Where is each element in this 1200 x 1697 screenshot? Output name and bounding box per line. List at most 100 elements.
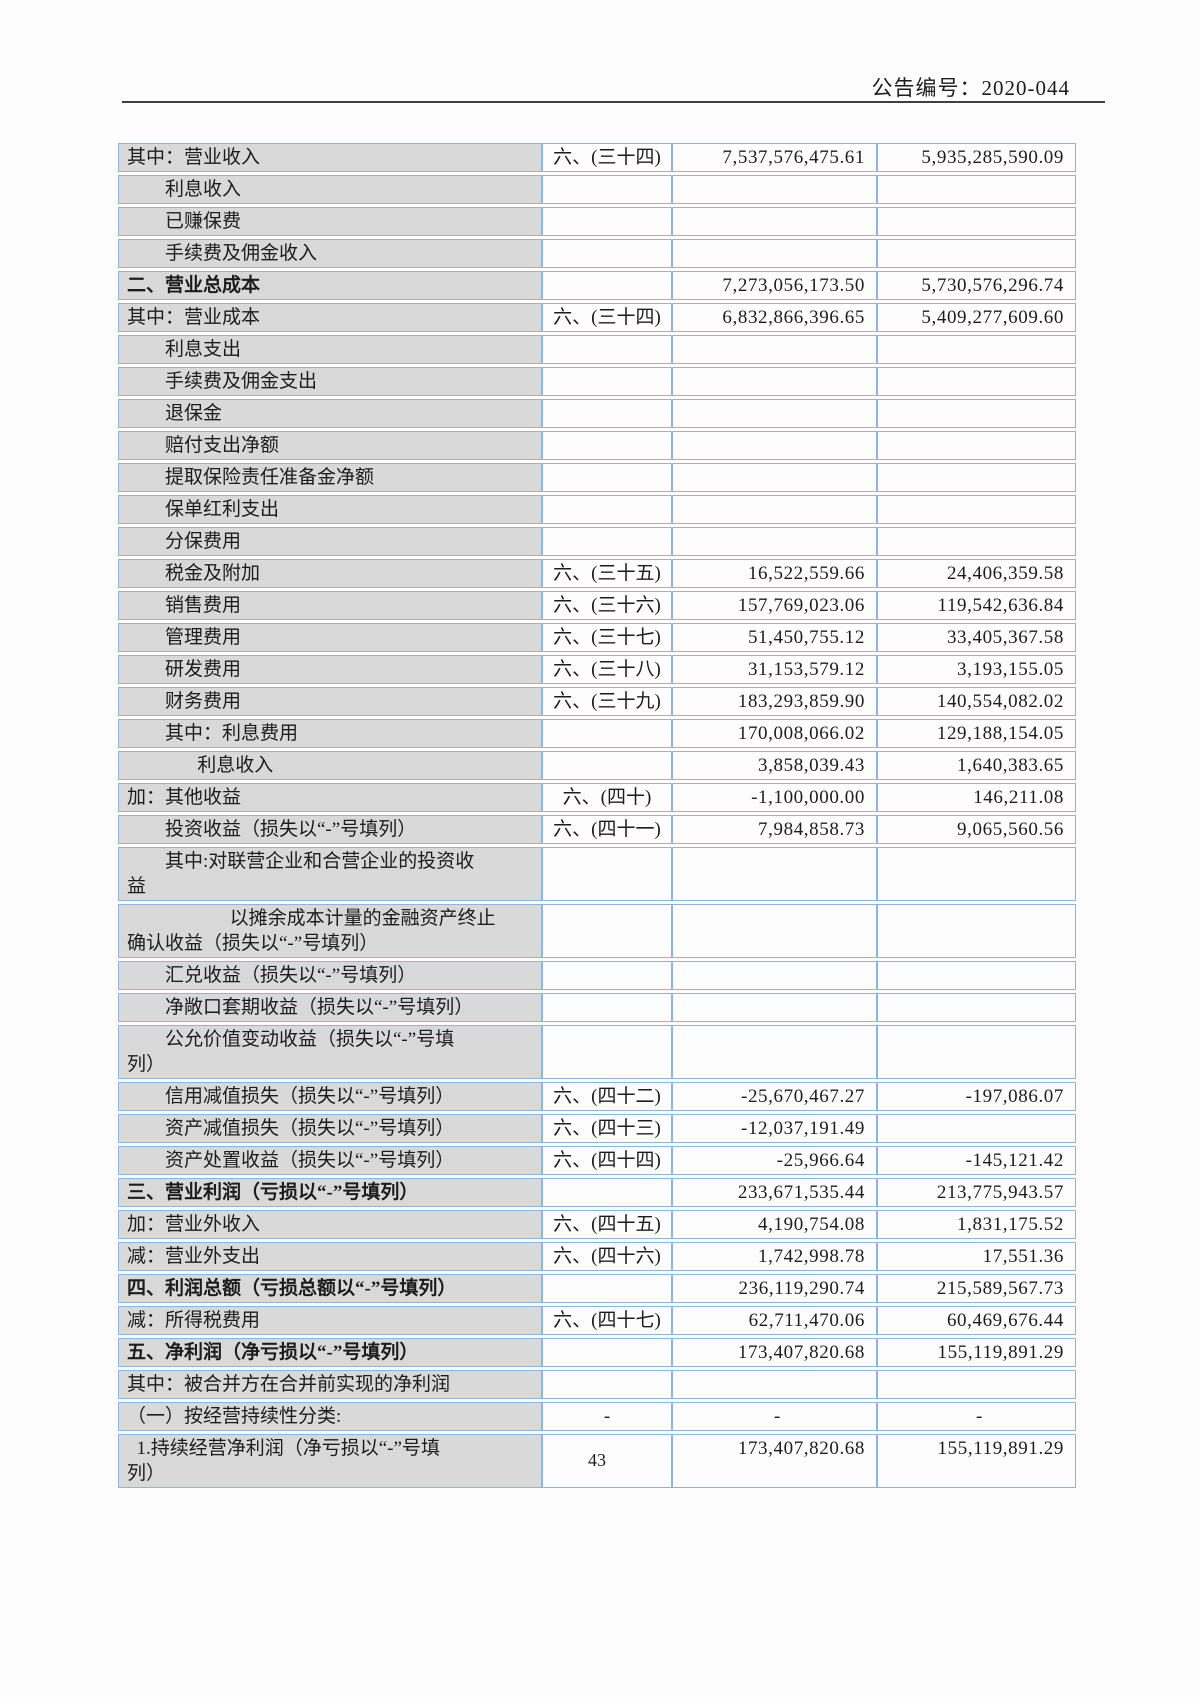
prior-amount-cell [877, 367, 1076, 396]
announcement-number: 公告编号：2020-044 [871, 76, 1070, 100]
note-cell: 六、(四十) [542, 783, 672, 812]
prior-amount-cell: 17,551.36 [877, 1242, 1076, 1271]
table-row: 资产减值损失（损失以“-”号填列） 六、(四十三) -12,037,191.49 [118, 1114, 1076, 1143]
item-cell: 其中：营业成本 [118, 303, 542, 332]
table-row: 提取保险责任准备金净额 [118, 463, 1076, 492]
prior-amount-cell [877, 1370, 1076, 1399]
prior-amount-cell [877, 993, 1076, 1022]
current-amount-cell [672, 335, 877, 364]
note-cell [542, 399, 672, 428]
prior-amount-cell: 5,730,576,296.74 [877, 271, 1076, 300]
prior-amount-cell [877, 1025, 1076, 1079]
current-amount-cell: 236,119,290.74 [672, 1274, 877, 1303]
note-cell [542, 904, 672, 958]
current-amount-cell: 4,190,754.08 [672, 1210, 877, 1239]
note-cell: 六、(四十二) [542, 1082, 672, 1111]
prior-amount-cell: - [877, 1402, 1076, 1431]
item-cell: 研发费用 [118, 655, 542, 684]
prior-amount-cell [877, 495, 1076, 524]
current-amount-cell: -25,670,467.27 [672, 1082, 877, 1111]
note-cell [542, 335, 672, 364]
table-row: （一）按经营持续性分类: - - - [118, 1402, 1076, 1431]
current-amount-cell: 173,407,820.68 [672, 1434, 877, 1488]
table-row: 1.持续经营净利润（净亏损以“-”号填 列） 173,407,820.68 155,… [118, 1434, 1076, 1488]
current-amount-cell [672, 527, 877, 556]
current-amount-cell: 173,407,820.68 [672, 1338, 877, 1367]
table-row: 净敞口套期收益（损失以“-”号填列） [118, 993, 1076, 1022]
current-amount-cell [672, 463, 877, 492]
current-amount-cell: 51,450,755.12 [672, 623, 877, 652]
prior-amount-cell: 24,406,359.58 [877, 559, 1076, 588]
note-cell: 六、(四十四) [542, 1146, 672, 1175]
note-cell: 六、(三十四) [542, 143, 672, 172]
note-cell: 六、(四十一) [542, 815, 672, 844]
note-cell [542, 1370, 672, 1399]
current-amount-cell: 1,742,998.78 [672, 1242, 877, 1271]
current-amount-cell: 62,711,470.06 [672, 1306, 877, 1335]
item-cell: 保单红利支出 [118, 495, 542, 524]
current-amount-cell: 233,671,535.44 [672, 1178, 877, 1207]
item-cell: 加：营业外收入 [118, 1210, 542, 1239]
income-statement-rows: 其中：营业收入 六、(三十四) 7,537,576,475.61 5,935,285,… [118, 143, 1076, 1488]
current-amount-cell: 3,858,039.43 [672, 751, 877, 780]
table-row: 加：其他收益 六、(四十) -1,100,000.00 146,211.08 [118, 783, 1076, 812]
note-cell: 六、(四十三) [542, 1114, 672, 1143]
prior-amount-cell [877, 961, 1076, 990]
item-cell: 已赚保费 [118, 207, 542, 236]
table-row: 分保费用 [118, 527, 1076, 556]
current-amount-cell [672, 367, 877, 396]
note-cell: 六、(四十七) [542, 1306, 672, 1335]
item-cell: 净敞口套期收益（损失以“-”号填列） [118, 993, 542, 1022]
current-amount-cell: 7,984,858.73 [672, 815, 877, 844]
table-row: 利息收入 [118, 175, 1076, 204]
table-row: 信用减值损失（损失以“-”号填列） 六、(四十二) -25,670,467.27 -1… [118, 1082, 1076, 1111]
current-amount-cell [672, 961, 877, 990]
prior-amount-cell: 5,935,285,590.09 [877, 143, 1076, 172]
table-row: 其中：营业成本 六、(三十四) 6,832,866,396.65 5,409,277,… [118, 303, 1076, 332]
note-cell [542, 751, 672, 780]
current-amount-cell: 31,153,579.12 [672, 655, 877, 684]
header-rule [122, 101, 1105, 103]
item-cell: 四、利润总额（亏损总额以“-”号填列） [118, 1274, 542, 1303]
current-amount-cell: 6,832,866,396.65 [672, 303, 877, 332]
table-row: 已赚保费 [118, 207, 1076, 236]
item-cell: 赔付支出净额 [118, 431, 542, 460]
prior-amount-cell: 215,589,567.73 [877, 1274, 1076, 1303]
table-row: 投资收益（损失以“-”号填列） 六、(四十一) 7,984,858.73 9,065,… [118, 815, 1076, 844]
current-amount-cell [672, 847, 877, 901]
prior-amount-cell: 140,554,082.02 [877, 687, 1076, 716]
table-row: 三、营业利润（亏损以“-”号填列） 233,671,535.44 213,775,9… [118, 1178, 1076, 1207]
table-row: 研发费用 六、(三十八) 31,153,579.12 3,193,155.05 [118, 655, 1076, 684]
prior-amount-cell [877, 463, 1076, 492]
current-amount-cell [672, 1370, 877, 1399]
prior-amount-cell [877, 207, 1076, 236]
prior-amount-cell: 146,211.08 [877, 783, 1076, 812]
table-row: 其中：被合并方在合并前实现的净利润 [118, 1370, 1076, 1399]
current-amount-cell [672, 207, 877, 236]
current-amount-cell: 157,769,023.06 [672, 591, 877, 620]
table-row: 保单红利支出 [118, 495, 1076, 524]
note-cell [542, 175, 672, 204]
prior-amount-cell [877, 527, 1076, 556]
note-cell [542, 1178, 672, 1207]
table-row: 以摊余成本计量的金融资产终止 确认收益（损失以“-”号填列） [118, 904, 1076, 958]
note-cell: 六、(四十五) [542, 1210, 672, 1239]
current-amount-cell: 170,008,066.02 [672, 719, 877, 748]
note-cell [542, 239, 672, 268]
item-cell: 利息支出 [118, 335, 542, 364]
prior-amount-cell [877, 847, 1076, 901]
table-row: 其中:对联营企业和合营企业的投资收 益 [118, 847, 1076, 901]
item-cell: 其中：利息费用 [118, 719, 542, 748]
item-cell: 财务费用 [118, 687, 542, 716]
note-cell [542, 271, 672, 300]
note-cell [542, 847, 672, 901]
prior-amount-cell [877, 335, 1076, 364]
note-cell [542, 1434, 672, 1488]
item-cell: 资产处置收益（损失以“-”号填列） [118, 1146, 542, 1175]
note-cell [542, 495, 672, 524]
table-row: 减：营业外支出 六、(四十六) 1,742,998.78 17,551.36 [118, 1242, 1076, 1271]
table-row: 其中：营业收入 六、(三十四) 7,537,576,475.61 5,935,285,… [118, 143, 1076, 172]
page-header: 公告编号：2020-044 [122, 72, 1070, 102]
current-amount-cell [672, 399, 877, 428]
prior-amount-cell: -145,121.42 [877, 1146, 1076, 1175]
